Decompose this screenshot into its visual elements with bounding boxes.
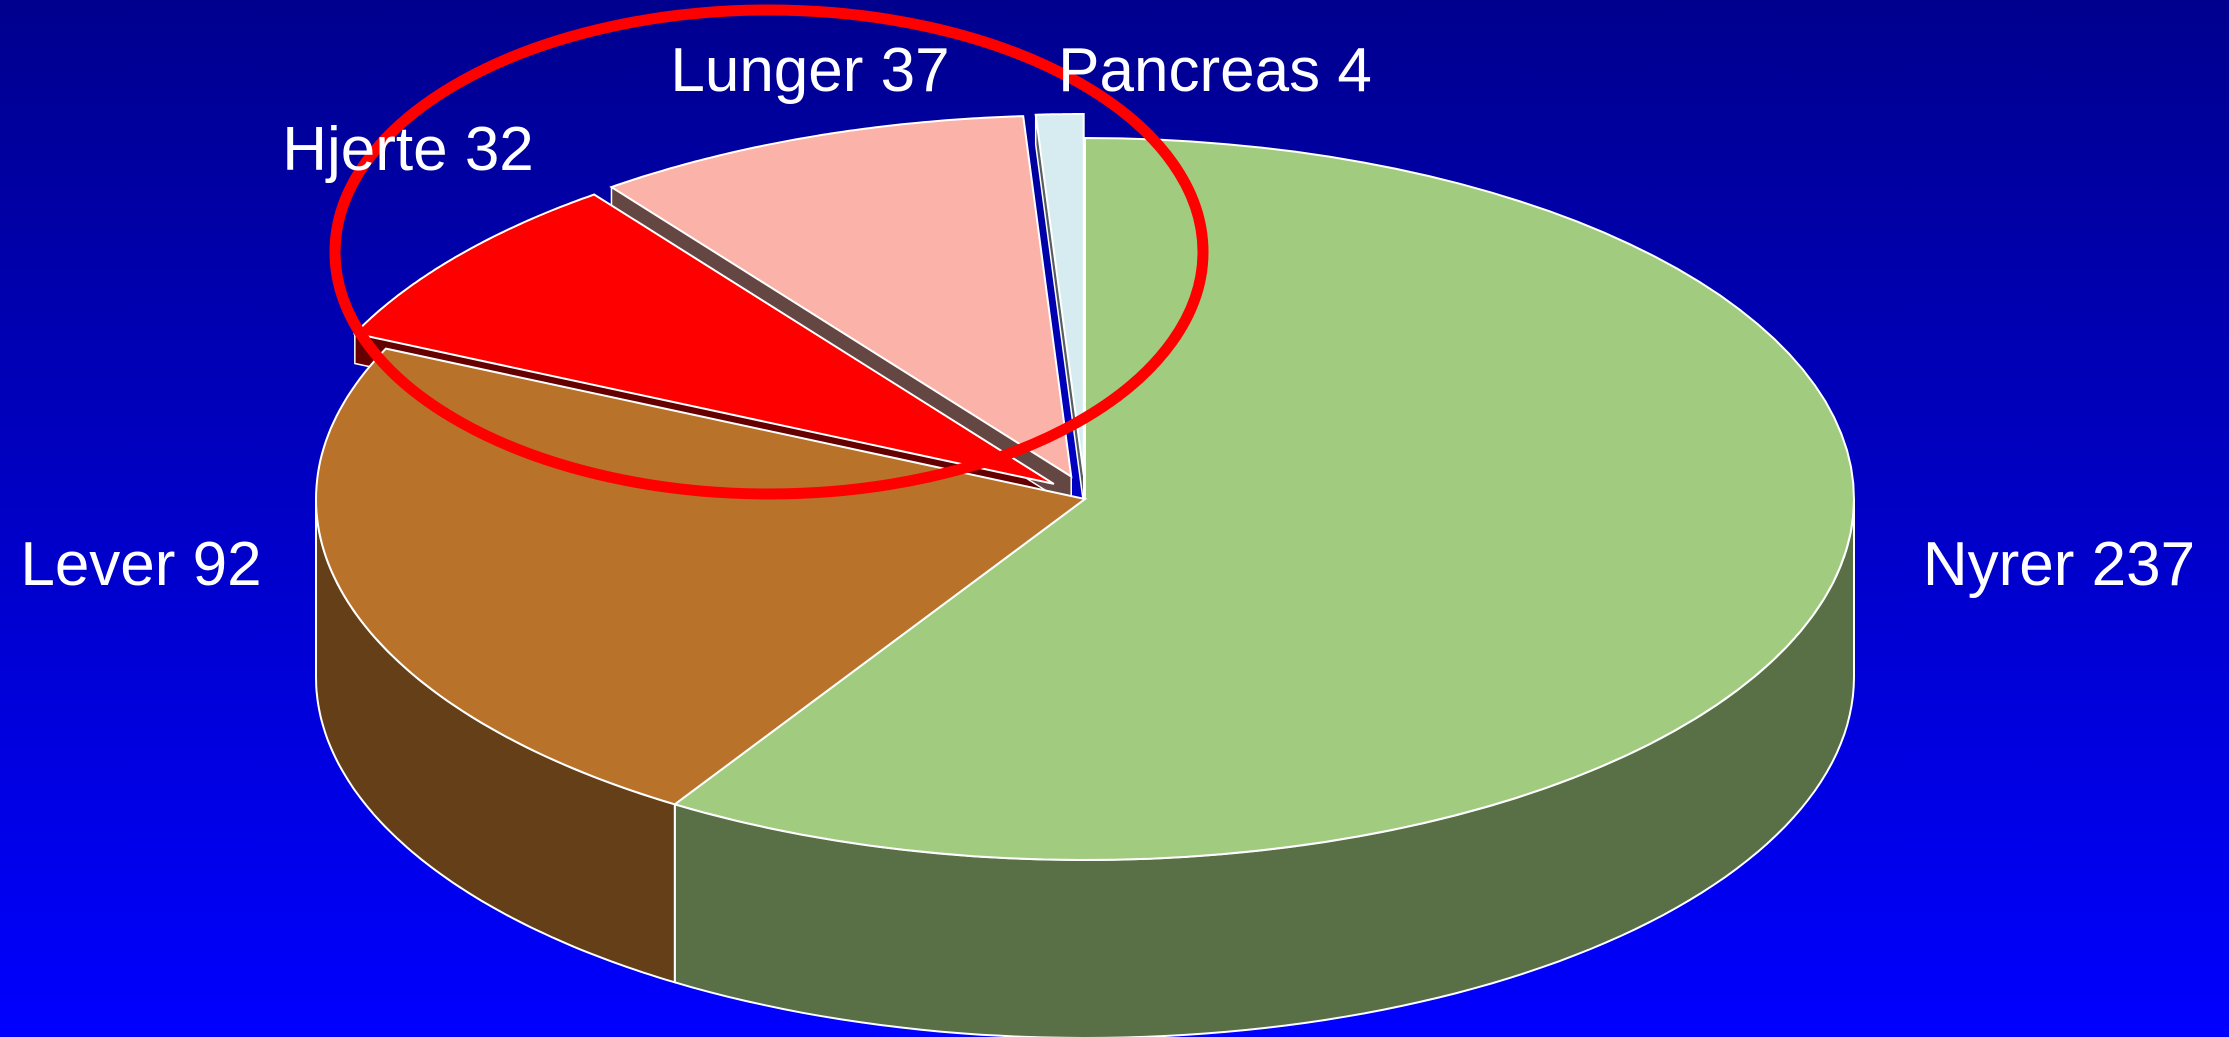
- pie-tops: [314, 113, 1856, 862]
- slice-label: Lunger 37: [670, 36, 949, 105]
- label-value: 37: [881, 36, 950, 105]
- slice-label: Hjerte 32: [282, 115, 534, 184]
- slice: [609, 115, 1073, 479]
- label-value: 92: [193, 530, 262, 599]
- slice-label: Lever 92: [20, 530, 261, 599]
- label-value: 237: [2092, 530, 2195, 599]
- slice: [352, 193, 1055, 485]
- label-name: Hjerte: [282, 115, 447, 184]
- label-name: Nyrer: [1923, 530, 2075, 599]
- highlight-ring: [329, 4, 1209, 500]
- label-value: 4: [1337, 36, 1371, 105]
- label-name: Lever: [20, 530, 175, 599]
- slice-label: Pancreas 4: [1058, 36, 1372, 105]
- label-name: Pancreas: [1058, 36, 1320, 105]
- label-value: 32: [465, 115, 534, 184]
- labels: Nyrer 237 Lever 92 Hjerte 32 Lunger 37 Pancr…: [20, 36, 2195, 599]
- slice: [672, 136, 1856, 862]
- slice: [314, 347, 1088, 806]
- slice-label: Nyrer 237: [1923, 530, 2195, 599]
- label-name: Lunger: [670, 36, 863, 105]
- slice: [1034, 113, 1085, 476]
